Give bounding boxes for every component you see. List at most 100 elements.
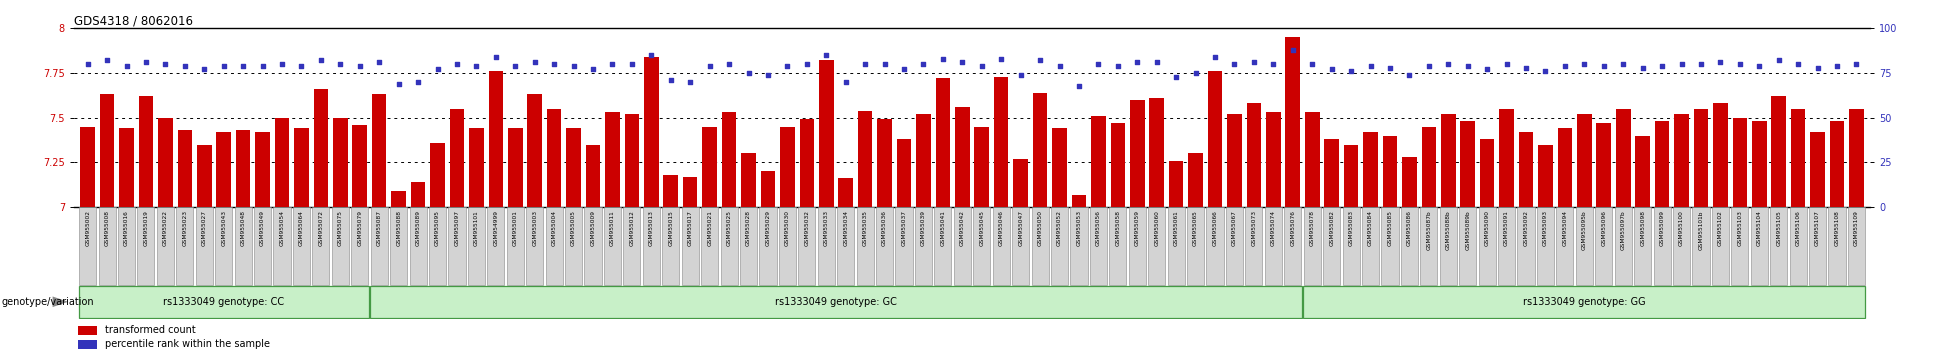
Bar <box>1597 123 1611 207</box>
Point <box>577 67 608 72</box>
Bar <box>1810 207 1825 285</box>
Point <box>1841 61 1872 67</box>
Bar <box>138 207 154 285</box>
Bar <box>370 286 1301 318</box>
Bar <box>1013 207 1029 285</box>
Point <box>1490 61 1521 67</box>
Point <box>1239 59 1270 65</box>
Bar <box>1149 98 1165 207</box>
Text: GSM955059: GSM955059 <box>1136 210 1140 246</box>
Bar <box>431 143 444 207</box>
Bar <box>1617 109 1630 207</box>
Point <box>1412 63 1443 69</box>
Bar <box>273 207 290 285</box>
Bar <box>1751 207 1769 285</box>
Text: GSM955064: GSM955064 <box>298 210 304 246</box>
Text: GSM955091: GSM955091 <box>1504 210 1510 246</box>
Text: GSM955025: GSM955025 <box>727 210 732 246</box>
Bar <box>1829 207 1845 285</box>
Point <box>1083 61 1114 67</box>
Point <box>1064 83 1095 88</box>
Bar <box>1264 207 1282 285</box>
Bar <box>195 207 212 285</box>
Bar <box>955 207 970 285</box>
Text: GSM955083: GSM955083 <box>1348 210 1354 246</box>
Text: rs1333049 genotype: CC: rs1333049 genotype: CC <box>164 297 284 307</box>
Bar <box>545 207 563 285</box>
Text: GSM955073: GSM955073 <box>1251 210 1256 246</box>
Point <box>616 61 647 67</box>
Bar <box>1422 127 1436 207</box>
Bar <box>662 207 680 285</box>
Bar <box>584 207 602 285</box>
Bar <box>450 109 464 207</box>
Bar <box>1576 207 1593 285</box>
Point <box>1297 61 1329 67</box>
Point <box>403 79 434 85</box>
Bar <box>506 207 524 285</box>
Bar <box>1771 96 1786 207</box>
Text: GSM955009: GSM955009 <box>590 210 596 246</box>
Text: GSM955016: GSM955016 <box>125 210 129 246</box>
Bar <box>331 207 349 285</box>
Point <box>674 79 705 85</box>
Bar <box>1206 207 1223 285</box>
Point <box>1588 63 1619 69</box>
Text: GSM955052: GSM955052 <box>1058 210 1062 246</box>
Bar <box>80 207 95 285</box>
Text: GSM955088b: GSM955088b <box>1445 210 1451 250</box>
Text: GSM955103: GSM955103 <box>1738 210 1742 246</box>
Bar <box>528 95 542 207</box>
Point <box>169 63 201 69</box>
Point <box>92 58 123 63</box>
Point <box>131 59 162 65</box>
Point <box>1336 68 1367 74</box>
Bar <box>916 207 931 285</box>
Bar <box>1537 207 1555 285</box>
Bar <box>565 207 582 285</box>
Text: GSM955101b: GSM955101b <box>1699 210 1703 250</box>
Bar <box>392 191 405 207</box>
Text: GSM955033: GSM955033 <box>824 210 828 246</box>
Text: GSM955017: GSM955017 <box>688 210 693 246</box>
Point <box>111 63 142 69</box>
Bar <box>314 89 327 207</box>
Bar <box>779 207 797 285</box>
Text: GSM955107: GSM955107 <box>1816 210 1819 246</box>
Bar <box>333 118 347 207</box>
Text: GSM955027: GSM955027 <box>203 210 206 246</box>
Bar <box>682 207 699 285</box>
Bar <box>974 127 990 207</box>
Bar <box>664 175 678 207</box>
Text: GSM955104: GSM955104 <box>1757 210 1761 246</box>
Bar <box>818 61 834 207</box>
Bar <box>1712 207 1730 285</box>
Point <box>1200 54 1231 60</box>
Bar <box>508 129 522 207</box>
Bar <box>236 130 251 207</box>
Bar <box>1636 136 1650 207</box>
Bar <box>1790 109 1806 207</box>
Text: GSM955095b: GSM955095b <box>1582 210 1588 250</box>
Point <box>810 52 842 58</box>
Text: GSM955047: GSM955047 <box>1019 210 1023 246</box>
Point <box>481 54 512 60</box>
Point <box>1142 59 1173 65</box>
Point <box>1724 61 1755 67</box>
Text: GSM955049: GSM955049 <box>261 210 265 246</box>
Point <box>1375 65 1406 70</box>
Text: rs1333049 genotype: GC: rs1333049 genotype: GC <box>775 297 896 307</box>
Text: GSM955041: GSM955041 <box>941 210 945 246</box>
Point <box>1821 63 1853 69</box>
Point <box>1025 58 1056 63</box>
Bar <box>1383 136 1397 207</box>
Bar <box>684 177 697 207</box>
Text: GSM955105: GSM955105 <box>1777 210 1780 246</box>
Text: GSM955019: GSM955019 <box>144 210 148 246</box>
Bar <box>1128 207 1145 285</box>
Point <box>1607 61 1638 67</box>
Point <box>384 81 415 87</box>
Text: GSM955100: GSM955100 <box>1679 210 1683 246</box>
Bar <box>1381 207 1399 285</box>
Text: GSM955061: GSM955061 <box>1173 210 1179 246</box>
